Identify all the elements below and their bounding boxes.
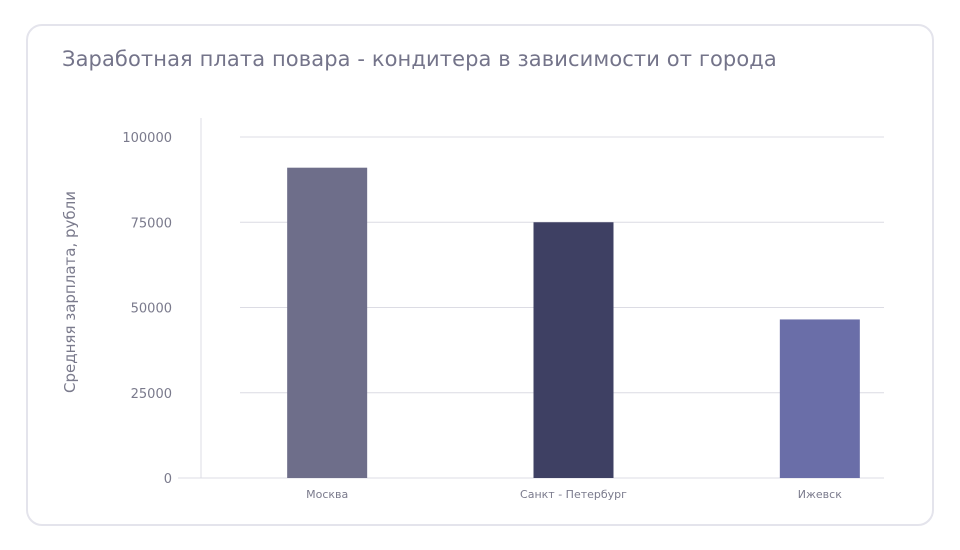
y-tick-labels: 0 25000 50000 75000 100000 [122, 131, 172, 487]
bar-1 [533, 222, 614, 478]
y-tick-label: 100000 [122, 131, 172, 146]
x-tick-label: Ижевск [798, 488, 842, 501]
bar-2 [779, 319, 860, 478]
y-tick-label: 75000 [131, 216, 172, 231]
bar-0 [287, 167, 368, 478]
gridlines [178, 136, 884, 479]
y-tick-label: 50000 [131, 302, 172, 317]
x-tick-labels: Москва Санкт - Петербург Ижевск [306, 488, 842, 501]
y-axis-label: Средняя зарплата, рубли [61, 191, 79, 393]
y-tick-label: 25000 [131, 387, 172, 402]
bars [287, 167, 860, 478]
chart-title: Заработная плата повара - кондитера в за… [62, 47, 777, 71]
x-tick-label: Москва [306, 488, 348, 501]
x-tick-label: Санкт - Петербург [520, 488, 627, 501]
y-tick-label: 0 [164, 472, 172, 487]
